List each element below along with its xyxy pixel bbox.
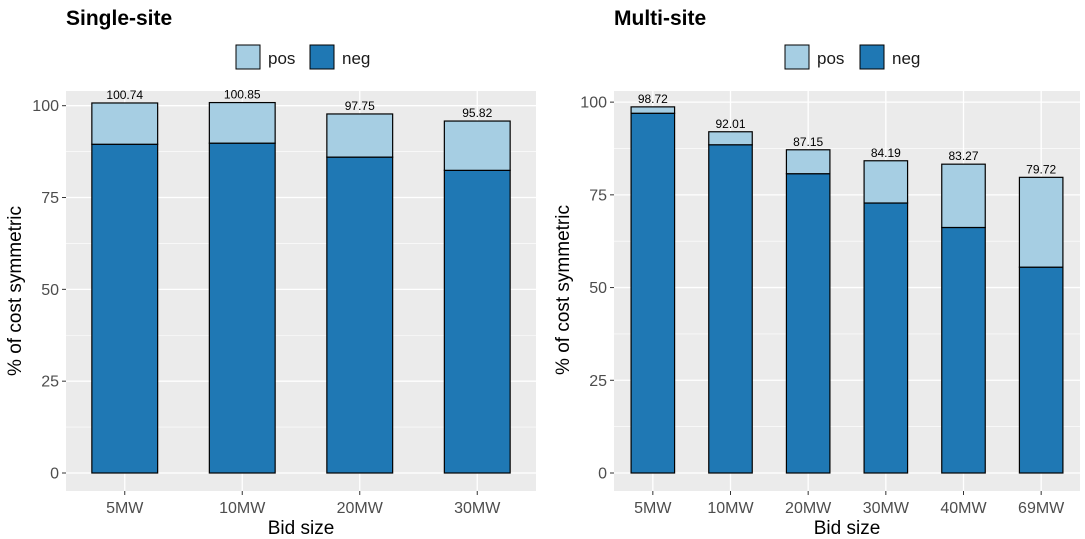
y-tick-label: 75 bbox=[41, 190, 59, 207]
bar-pos bbox=[91, 102, 159, 145]
x-axis-title: Bid size bbox=[268, 518, 335, 539]
bar-pos bbox=[630, 106, 676, 114]
legend-label-pos: pos bbox=[817, 49, 844, 68]
bar-neg bbox=[941, 226, 986, 474]
data-label: 100.85 bbox=[224, 88, 261, 102]
x-tick-label: 5MW bbox=[106, 500, 144, 517]
bar-pos bbox=[863, 160, 909, 204]
data-label: 79.72 bbox=[1026, 162, 1056, 176]
x-tick-label: 20MW bbox=[785, 500, 832, 517]
bars bbox=[630, 106, 1064, 474]
bars bbox=[91, 101, 511, 474]
data-label: 98.72 bbox=[638, 92, 668, 106]
bar-neg bbox=[785, 173, 831, 474]
bar-neg bbox=[443, 169, 511, 474]
bar-pos bbox=[941, 163, 986, 229]
y-tick-label: 50 bbox=[589, 280, 607, 297]
legend-label-neg: neg bbox=[892, 49, 920, 68]
bar-pos bbox=[1018, 176, 1064, 268]
bar-neg bbox=[1018, 266, 1064, 474]
y-tick-label: 0 bbox=[50, 466, 59, 483]
legend: pos neg bbox=[235, 44, 370, 70]
bar-neg bbox=[708, 144, 753, 474]
y-axis-ticks: 0 25 50 75 100 bbox=[32, 98, 66, 483]
legend: pos neg bbox=[784, 44, 920, 70]
legend-swatch-pos bbox=[784, 44, 810, 70]
bar-pos bbox=[443, 120, 511, 171]
data-label: 95.82 bbox=[462, 106, 492, 120]
legend-label-neg: neg bbox=[342, 49, 370, 68]
bar-pos bbox=[708, 131, 753, 146]
legend-swatch-neg bbox=[859, 44, 885, 70]
y-tick-label: 100 bbox=[32, 98, 59, 115]
x-axis-ticks: 5MW 10MW 20MW 30MW 40MW 69MW bbox=[634, 491, 1065, 517]
legend-swatch-pos bbox=[235, 44, 261, 70]
x-tick-label: 40MW bbox=[940, 500, 987, 517]
bar-pos bbox=[785, 149, 831, 175]
x-tick-label: 69MW bbox=[1018, 500, 1065, 517]
x-tick-label: 10MW bbox=[219, 500, 266, 517]
y-axis-title: % of cost symmetric bbox=[553, 205, 574, 375]
data-label: 97.75 bbox=[345, 99, 375, 113]
data-label: 84.19 bbox=[871, 146, 901, 160]
x-axis-title: Bid size bbox=[814, 518, 881, 539]
chart-multi-site: Multi-site pos neg 98.72 92.01 87.15 84.19 8… bbox=[553, 7, 1080, 539]
x-tick-label: 5MW bbox=[634, 500, 672, 517]
plot-panel bbox=[614, 91, 1080, 491]
x-tick-label: 30MW bbox=[863, 500, 910, 517]
data-labels: 100.74 100.85 97.75 95.82 bbox=[106, 88, 492, 120]
x-axis-ticks: 5MW 10MW 20MW 30MW bbox=[106, 491, 501, 517]
y-tick-label: 25 bbox=[589, 373, 607, 390]
x-tick-label: 10MW bbox=[707, 500, 754, 517]
y-tick-label: 0 bbox=[598, 466, 607, 483]
bar-neg bbox=[208, 142, 276, 474]
bar-pos bbox=[326, 113, 394, 158]
x-tick-label: 20MW bbox=[337, 500, 384, 517]
y-tick-label: 100 bbox=[580, 95, 607, 112]
x-tick-label: 30MW bbox=[454, 500, 501, 517]
data-labels: 98.72 92.01 87.15 84.19 83.27 79.72 bbox=[638, 92, 1057, 176]
y-axis-ticks: 0 25 50 75 100 bbox=[580, 95, 614, 483]
bar-neg bbox=[326, 156, 394, 474]
data-label: 92.01 bbox=[715, 117, 745, 131]
y-axis-title: % of cost symmetric bbox=[5, 206, 26, 376]
bar-neg bbox=[91, 143, 159, 474]
chart-title: Single-site bbox=[66, 7, 172, 30]
data-label: 83.27 bbox=[948, 149, 978, 163]
y-tick-label: 75 bbox=[589, 187, 607, 204]
legend-swatch-neg bbox=[309, 44, 335, 70]
data-label: 100.74 bbox=[106, 88, 143, 102]
chart-single-site: Single-site pos neg 100.74 100.85 97.75 95.… bbox=[5, 7, 536, 539]
bar-neg bbox=[630, 112, 676, 474]
y-tick-label: 50 bbox=[41, 282, 59, 299]
chart-title: Multi-site bbox=[614, 7, 706, 30]
bar-neg bbox=[863, 202, 909, 474]
data-label: 87.15 bbox=[793, 135, 823, 149]
y-tick-label: 25 bbox=[41, 374, 59, 391]
bar-pos bbox=[208, 101, 276, 144]
legend-label-pos: pos bbox=[268, 49, 295, 68]
